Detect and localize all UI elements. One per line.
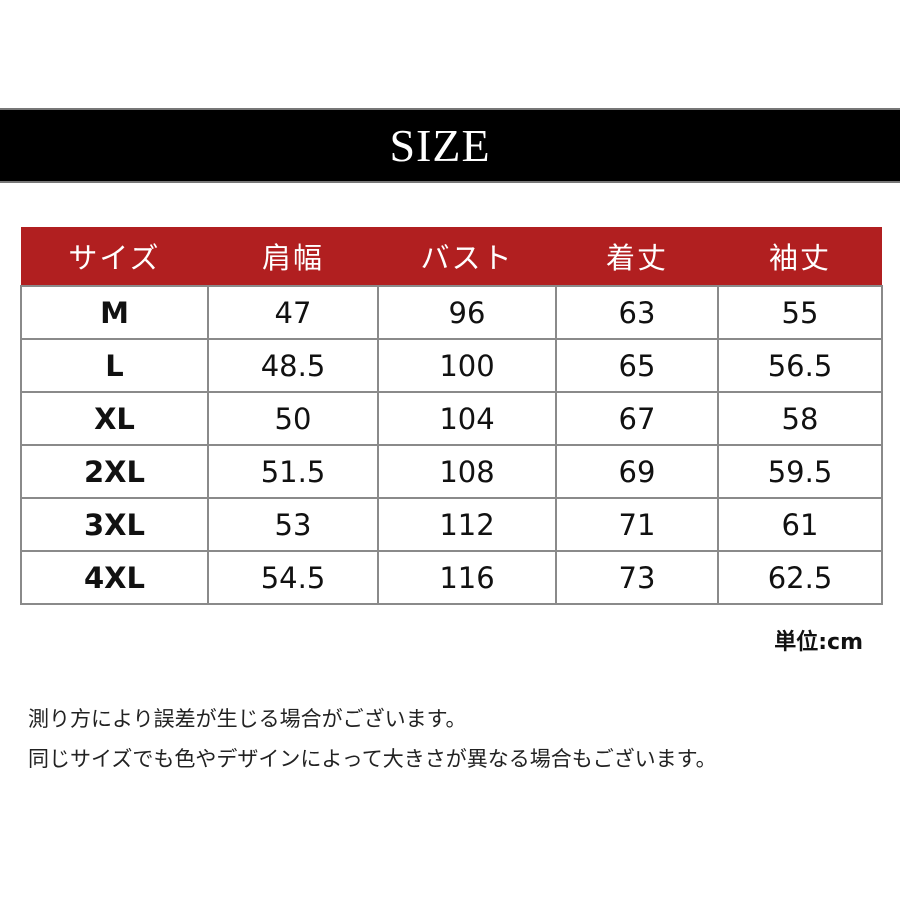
table-cell: 69 [555,444,719,499]
table-cell: 104 [377,391,557,446]
table-cell: 63 [555,285,719,340]
table-cell: 48.5 [207,338,379,393]
table-cell: 59.5 [717,444,883,499]
table-cell: 96 [377,285,557,340]
table-header-row: サイズ 肩幅 バスト 着丈 袖丈 [21,227,882,286]
table-cell: 3XL [20,497,209,552]
table-cell: 71 [555,497,719,552]
table-cell: 73 [555,550,719,605]
table-cell: 67 [555,391,719,446]
note-1: 測り方により誤差が生じる場合がございます。 [28,707,467,731]
table-cell: 116 [377,550,557,605]
table-cell: 50 [207,391,379,446]
table-cell: 65 [555,338,719,393]
table-cell: 2XL [20,444,209,499]
table-cell: M [20,285,209,340]
table-cell: 61 [717,497,883,552]
header-length: 着丈 [556,227,718,286]
table-cell: 112 [377,497,557,552]
table-row: L 48.5 100 65 56.5 [20,338,883,393]
table-row: XL 50 104 67 58 [20,391,883,446]
table-cell: 51.5 [207,444,379,499]
table-cell: 4XL [20,550,209,605]
table-cell: XL [20,391,209,446]
table-cell: 54.5 [207,550,379,605]
table-row: 4XL 54.5 116 73 62.5 [20,550,883,605]
page-title: SIZE [389,120,491,171]
table-row: 2XL 51.5 108 69 59.5 [20,444,883,499]
table-cell: 56.5 [717,338,883,393]
table-cell: 47 [207,285,379,340]
header-sleeve: 袖丈 [718,227,882,286]
table-cell: 100 [377,338,557,393]
table-cell: 108 [377,444,557,499]
header-bust: バスト [378,227,556,286]
title-banner: SIZE [0,108,900,183]
header-shoulder: 肩幅 [208,227,378,286]
table-row: M 47 96 63 55 [20,285,883,340]
table-cell: 53 [207,497,379,552]
table-cell: 58 [717,391,883,446]
table-cell: 55 [717,285,883,340]
note-2: 同じサイズでも色やデザインによって大きさが異なる場合もございます。 [28,747,717,771]
size-table: サイズ 肩幅 バスト 着丈 袖丈 M 47 96 63 55 L 48.5 100 65 56.5… [20,227,883,605]
unit-label: 単位:cm [774,630,863,655]
header-size: サイズ [21,227,208,286]
table-cell: 62.5 [717,550,883,605]
table-row: 3XL 53 112 71 61 [20,497,883,552]
table-cell: L [20,338,209,393]
